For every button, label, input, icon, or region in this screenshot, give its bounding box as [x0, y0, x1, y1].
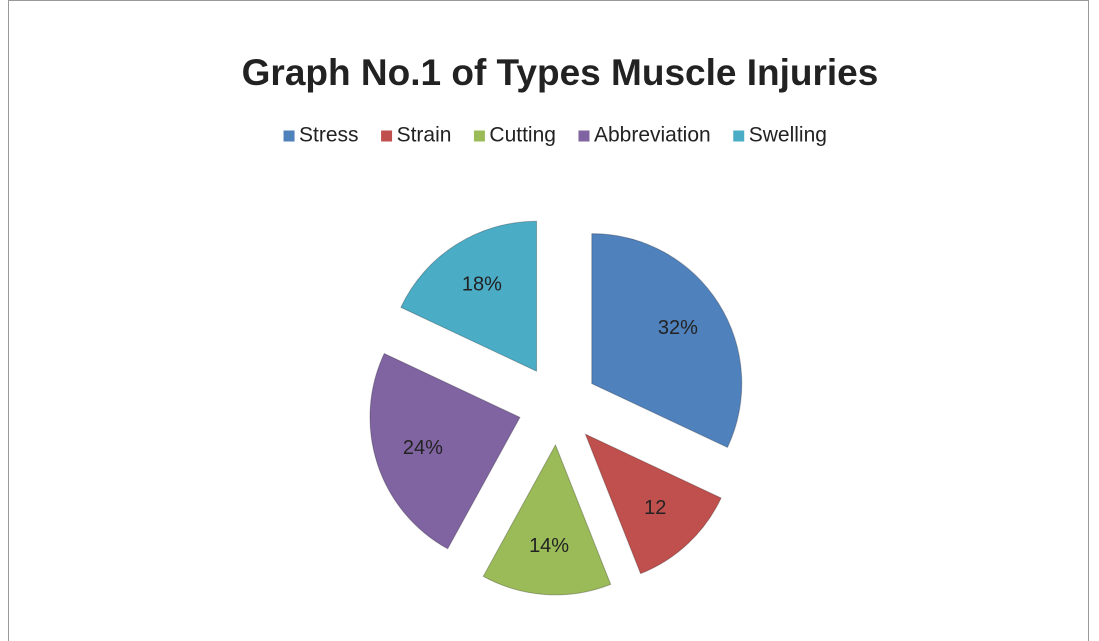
data-label: 18% [462, 273, 502, 295]
data-label: 12 [644, 497, 666, 519]
legend-label: Abbreviation [594, 124, 711, 147]
pie-slice [482, 443, 612, 596]
legend-swatch [732, 129, 746, 143]
pie-slice [591, 233, 743, 449]
data-label: 32% [658, 317, 698, 339]
legend-label: Stress [299, 124, 359, 147]
legend-swatch [472, 129, 486, 143]
pie-slice [369, 352, 521, 550]
pie-slice [400, 220, 538, 373]
legend-label: Swelling [749, 124, 827, 147]
pie: 32% 12 14% 24% 18% [369, 220, 743, 596]
legend-swatch [380, 129, 394, 143]
chart-title: Graph No.1 of Types Muscle Injuries [242, 52, 879, 93]
legend-label: Strain [397, 124, 452, 147]
legend: Stress Strain Cutting Abbreviation Swelling [282, 124, 827, 147]
legend-label: Cutting [489, 124, 556, 147]
legend-swatch [577, 129, 591, 143]
pie-slice [584, 433, 722, 575]
data-label: 24% [403, 437, 443, 459]
data-label: 14% [529, 535, 569, 557]
legend-swatch [282, 129, 296, 143]
